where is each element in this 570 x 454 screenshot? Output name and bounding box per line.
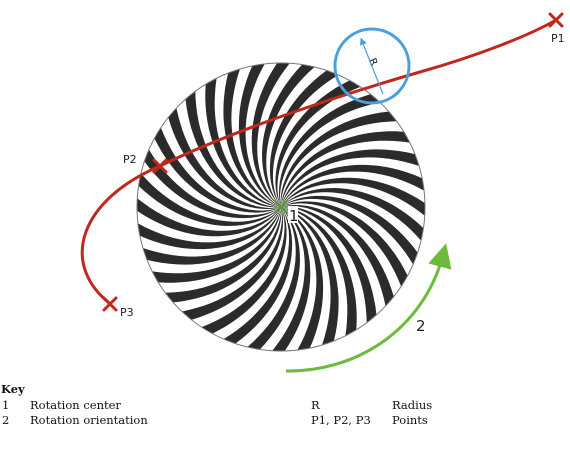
spiral-spoke — [280, 110, 405, 207]
spiral-spoke — [281, 207, 357, 344]
spiral-spoke — [217, 207, 293, 348]
spiral-spoke — [281, 205, 396, 314]
point-p1-marker — [548, 12, 564, 28]
trajectory-curve — [80, 18, 558, 304]
disc-rim — [136, 62, 426, 352]
rotation-center-mark — [274, 200, 288, 214]
spiral-spoke — [137, 207, 281, 250]
spiral-spoke — [238, 63, 281, 207]
center-label-bg — [288, 206, 298, 223]
spiral-spoke — [205, 70, 281, 208]
spiral-spoke — [269, 66, 345, 207]
spiral-spoke — [174, 207, 283, 322]
spiral-spoke — [281, 201, 411, 294]
spiral-spoke — [137, 167, 281, 226]
rotation-orientation-arrow — [285, 243, 452, 373]
spiral-spoke — [281, 131, 418, 207]
spiral-spoke — [251, 63, 295, 207]
spiral-spoke — [144, 207, 281, 283]
spiral-spoke — [281, 164, 425, 207]
spiral-spoke — [194, 207, 287, 337]
spiral-spoke — [241, 207, 300, 351]
key-row-1-meaning: Radius — [392, 398, 433, 412]
spiral-spoke — [267, 207, 311, 351]
key-title: Key — [1, 382, 25, 396]
point-p3-label: P3 — [120, 306, 134, 319]
rotation-diagram: R P1 P2 P3 1 2 — [80, 12, 565, 373]
key-row-2-number: 2 — [2, 413, 10, 427]
point-p1-label: P1 — [551, 32, 565, 45]
spiral-spoke — [279, 92, 388, 207]
spiral-spoke — [166, 100, 281, 209]
key-row-1-symbol: R — [311, 398, 320, 412]
point-p3-marker — [102, 296, 118, 312]
key-row-1-number: 1 — [2, 398, 10, 412]
spiral-spoke — [281, 177, 425, 221]
spiral-spoke — [137, 207, 281, 265]
point-p2-label: P2 — [123, 153, 137, 166]
key-row-2-symbol: P1, P2, P3 — [311, 413, 371, 427]
radius-arrow — [359, 37, 384, 95]
spiral-spoke — [137, 193, 281, 237]
spiral-spokes — [137, 63, 425, 351]
spiral-spoke — [281, 207, 339, 351]
spiral-spoke — [281, 195, 422, 271]
spiral-spoke — [281, 207, 324, 351]
spiral-spoke — [262, 63, 321, 207]
spiral-spoke — [281, 206, 378, 331]
key-row-1-text: Rotation center — [30, 398, 121, 412]
spiral-spoke — [281, 149, 425, 207]
spiral-spoke — [157, 207, 282, 304]
radius-indicator: R — [333, 27, 411, 105]
spiral-spoke — [281, 188, 425, 247]
key-row-2-meaning: Points — [392, 413, 428, 427]
key-row-2-text: Rotation orientation — [30, 413, 148, 427]
spiral-spoke — [223, 63, 281, 207]
radius-label: R — [366, 57, 379, 68]
point-p2-marker — [152, 158, 168, 174]
rotation-center-label: 1 — [289, 207, 299, 225]
spiral-disc — [136, 62, 426, 352]
radius-circle — [333, 27, 411, 105]
spiral-spoke — [151, 120, 281, 213]
spiral-spoke — [140, 143, 281, 219]
rotation-orientation-label: 2 — [416, 317, 426, 335]
